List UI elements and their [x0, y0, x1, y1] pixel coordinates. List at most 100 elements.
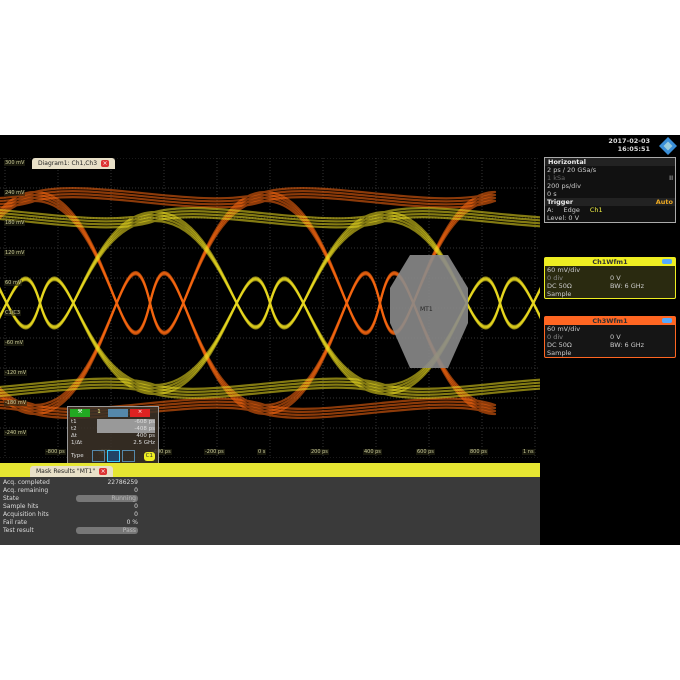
x-tick-label: -800 ps	[45, 449, 66, 455]
ch1-bandwidth: BW: 6 GHz	[610, 282, 645, 290]
minimize-button[interactable]	[108, 409, 128, 417]
mask-result-row: Test result Pass	[3, 527, 138, 534]
x-tick-label: 400 ps	[363, 449, 382, 455]
horizontal-title: Horizontal	[545, 158, 675, 166]
cursor-type-vertical-icon[interactable]	[107, 450, 121, 462]
ch1-scale: 60 mV/div	[547, 266, 581, 274]
ch1-waveform-trace	[0, 216, 617, 390]
x-tick-label: -200 ps	[204, 449, 225, 455]
mask-result-row: Acq. completed 22786259	[3, 479, 138, 486]
mask-result-value: Pass	[76, 527, 138, 534]
oscilloscope-screen: 2017-02-03 16:05:51 MT1 Diagram1: Ch1,Ch3…	[0, 135, 680, 545]
mask-result-row: State Running	[3, 495, 138, 502]
date: 2017-02-03	[608, 137, 650, 145]
label: t1	[71, 419, 77, 425]
minimize-icon[interactable]	[662, 318, 672, 323]
mask-result-value: 22786259	[107, 479, 138, 486]
mask-result-value: 0	[134, 511, 138, 518]
trigger-mode: Auto	[655, 198, 673, 206]
mask-polygon-mt1	[390, 255, 468, 368]
close-icon[interactable]: ×	[99, 468, 108, 475]
cursor-dialog[interactable]: ⚒ 1 × t1 -608 ps t2 -408 ps Δt 400 ps 1/Δt 2…	[67, 406, 159, 474]
mask-result-value: Running	[76, 495, 138, 502]
ch3-title: Ch3Wfm1	[592, 317, 628, 325]
cursor-type-horizontal-icon[interactable]	[92, 450, 106, 462]
minimize-icon[interactable]	[662, 259, 672, 264]
trigger-level: Level: 0 V	[547, 214, 580, 222]
cursor-t2-row: t2 -408 ps	[68, 426, 158, 433]
close-icon[interactable]: ×	[101, 160, 110, 167]
cursor-source-button[interactable]: C1	[143, 451, 155, 461]
ch3-waveform-trace	[0, 196, 497, 410]
ch1-mode: Sample	[547, 290, 572, 298]
diagram-tab-label: Diagram1: Ch1,Ch3	[38, 160, 98, 167]
label: Δt	[71, 433, 77, 439]
mask-result-value: 0	[134, 487, 138, 494]
cursor-t1-row: t1 -608 ps	[68, 419, 158, 426]
mask-result-row: Acq. remaining 0	[3, 487, 138, 494]
inverse-delta-t-value: 2.5 GHz	[133, 440, 155, 446]
ch3-scale: 60 mV/div	[547, 325, 581, 333]
mask-result-row: Acquisition hits 0	[3, 511, 138, 518]
ch1-title: Ch1Wfm1	[592, 258, 628, 266]
y-tick-label: 240 mV	[4, 190, 26, 196]
x-tick-label: 200 ps	[310, 449, 329, 455]
x-tick-label: 0 s	[257, 449, 267, 455]
x-tick-label: 800 ps	[469, 449, 488, 455]
x-tick-label: 1 ns	[522, 449, 535, 455]
record-length: 1 kSa	[547, 174, 566, 182]
ch3-bandwidth: BW: 6 GHz	[610, 341, 645, 349]
ch3-offset: 0 div	[547, 333, 563, 341]
label: Type	[71, 452, 84, 459]
waveform-diagram[interactable]: MT1 Diagram1: Ch1,Ch3 × 300 mV 240 mV 180 m…	[0, 157, 617, 474]
delta-t-value: 400 ps	[136, 433, 155, 439]
mask-result-label: Acquisition hits	[3, 511, 49, 518]
x-tick-label: -400 ps	[151, 449, 172, 455]
y-tick-label: 120 mV	[4, 250, 26, 256]
diagram-tab[interactable]: Diagram1: Ch1,Ch3 ×	[32, 158, 116, 169]
y-tick-label: -120 mV	[4, 370, 28, 376]
mask-result-label: Acq. completed	[3, 479, 50, 486]
mask-result-row: Fail rate 0 %	[3, 519, 138, 526]
cursor-type-both-icon[interactable]	[122, 450, 136, 462]
y-tick-label: C1/C3	[4, 310, 22, 316]
ch3-waveform-box[interactable]: Ch3Wfm1 60 mV/div 0 div 0 V DC 50Ω BW: 6 GH…	[544, 316, 676, 358]
ch1-offset-v: 0 V	[610, 274, 621, 282]
cursor-number[interactable]: 1	[97, 409, 101, 415]
ch1-offset: 0 div	[547, 274, 563, 282]
ch3-offset-v: 0 V	[610, 333, 621, 341]
mask-results-tabbar	[0, 463, 540, 477]
x-tick-label: 600 ps	[416, 449, 435, 455]
mask-results-tab[interactable]: Mask Results "MT1" ×	[30, 466, 114, 477]
label: 1/Δt	[71, 440, 83, 446]
cursor-t1-value[interactable]: -608 ps	[97, 419, 155, 426]
trigger-type: Edge	[563, 206, 580, 214]
mask-result-row: Sample hits 0	[3, 503, 138, 510]
run-indicator: II	[669, 174, 673, 182]
ch3-coupling: DC 50Ω	[547, 341, 572, 349]
trigger-prefix: A:	[547, 206, 554, 214]
ch1-waveform-box[interactable]: Ch1Wfm1 60 mV/div 0 div 0 V DC 50Ω BW: 6 GH…	[544, 257, 676, 299]
mask-result-label: State	[3, 495, 19, 502]
horizontal-panel[interactable]: Horizontal 2 ps / 20 GSa/s 1 kSa II 200 p…	[544, 157, 676, 223]
sample-rate: 2 ps / 20 GSa/s	[547, 166, 597, 174]
mask-results-title: Mask Results "MT1"	[36, 468, 96, 475]
label: t2	[71, 426, 77, 432]
cursor-t2-value[interactable]: -408 ps	[97, 426, 155, 433]
mask-result-label: Acq. remaining	[3, 487, 49, 494]
datetime: 2017-02-03 16:05:51	[608, 137, 650, 153]
trigger-source: Ch1	[589, 206, 603, 214]
ch3-mode: Sample	[547, 349, 572, 357]
close-icon[interactable]: ×	[130, 409, 150, 417]
mask-result-label: Test result	[3, 527, 34, 534]
mask-result-value: 0	[134, 503, 138, 510]
y-tick-label: 180 mV	[4, 220, 26, 226]
time: 16:05:51	[617, 145, 650, 153]
y-tick-label: -180 mV	[4, 400, 28, 406]
wrench-icon[interactable]: ⚒	[70, 409, 90, 417]
trigger-title: Trigger	[547, 198, 574, 206]
mask-label: MT1	[420, 306, 433, 313]
y-tick-label: 300 mV	[4, 160, 26, 166]
y-tick-label: -240 mV	[4, 430, 28, 436]
ch1-coupling: DC 50Ω	[547, 282, 572, 290]
